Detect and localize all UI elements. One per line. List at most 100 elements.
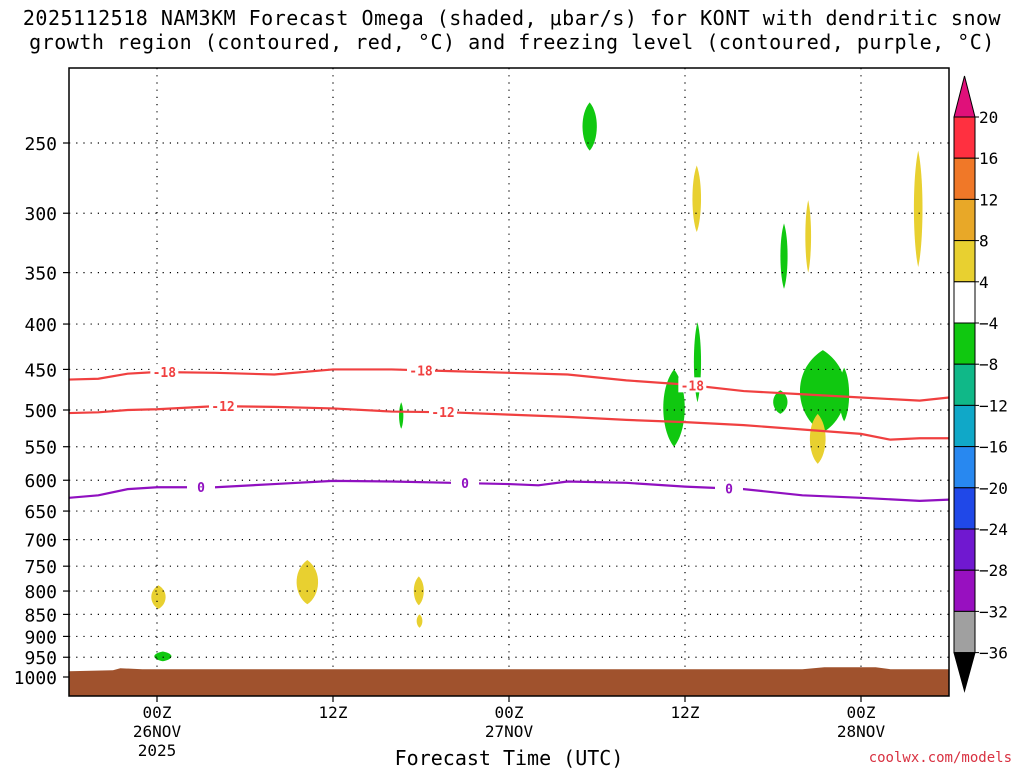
y-tick-label-800: 800 bbox=[24, 582, 57, 603]
x-tick-label: 12Z bbox=[671, 703, 700, 722]
colorbar-label: −4 bbox=[979, 314, 998, 333]
contour-label-bg bbox=[407, 362, 435, 378]
omega-region-12 bbox=[913, 150, 923, 268]
x-tick-label: 12Z bbox=[319, 703, 348, 722]
omega-region-4 bbox=[773, 390, 788, 414]
omega-region-16 bbox=[151, 585, 166, 609]
contour-label--18: -18 bbox=[409, 364, 433, 379]
colorbar-label: −24 bbox=[979, 520, 1008, 539]
colorbar-label: −16 bbox=[979, 438, 1008, 457]
colorbar-label: −20 bbox=[979, 479, 1008, 498]
contour-label-bg bbox=[429, 404, 457, 420]
y-tick-label-500: 500 bbox=[24, 401, 57, 422]
grid-lines bbox=[69, 68, 949, 670]
y-tick-label-550: 550 bbox=[24, 438, 57, 459]
contour-label-bg bbox=[715, 480, 743, 496]
y-tick-label-850: 850 bbox=[24, 605, 57, 626]
colorbar-label: 4 bbox=[979, 273, 989, 292]
colorbar-top-arrow bbox=[953, 75, 976, 118]
omega-region-7 bbox=[839, 367, 850, 422]
contour-label--18: -18 bbox=[153, 366, 177, 381]
y-axis-ticks: 2503003504004505005506006507007508008509… bbox=[14, 134, 69, 689]
terrain-fill bbox=[69, 667, 949, 696]
colorbar-label: −28 bbox=[979, 561, 1008, 580]
colorbar-label: −12 bbox=[979, 396, 1008, 415]
colorbar-swatch-12 bbox=[953, 610, 976, 654]
contour-label-bg bbox=[150, 364, 179, 380]
y-tick-label-450: 450 bbox=[24, 360, 57, 381]
contour-line--12 bbox=[68, 405, 949, 441]
colorbar-swatch-2 bbox=[953, 198, 976, 242]
colorbar-swatch-9 bbox=[953, 487, 976, 530]
colorbar-swatch-5 bbox=[953, 322, 976, 365]
omega-region-5 bbox=[780, 223, 788, 289]
x-tick-label: 00Z bbox=[847, 703, 876, 722]
y-tick-label-600: 600 bbox=[24, 471, 57, 492]
colorbar-swatch-10 bbox=[953, 528, 976, 571]
contour-label--18: -18 bbox=[681, 379, 705, 394]
contour-label-bg bbox=[209, 398, 237, 414]
colorbar-swatch-11 bbox=[953, 569, 976, 612]
y-tick-label-1000: 1000 bbox=[14, 668, 57, 689]
colorbar-label: −8 bbox=[979, 355, 998, 374]
omega-region-8 bbox=[154, 651, 172, 662]
x-axis-label: Forecast Time (UTC) bbox=[395, 746, 624, 768]
colorbar-label: 16 bbox=[979, 149, 998, 168]
x-tick-label: 28NOV bbox=[837, 722, 886, 741]
y-tick-label-750: 750 bbox=[24, 557, 57, 578]
contour-label-bg bbox=[451, 475, 479, 491]
omega-region-6 bbox=[799, 350, 846, 433]
x-tick-label: 26NOV bbox=[133, 722, 182, 741]
colorbar-swatch-0 bbox=[953, 116, 976, 159]
contour-lines: -18 -18 -18 -12 -12 0 0 0 bbox=[68, 362, 950, 502]
y-tick-label-300: 300 bbox=[24, 204, 57, 225]
colorbar-swatch-1 bbox=[953, 157, 976, 200]
x-tick-label: 2025 bbox=[138, 741, 177, 760]
omega-region-0 bbox=[582, 102, 597, 151]
y-tick-label-400: 400 bbox=[24, 315, 57, 336]
y-tick-label-350: 350 bbox=[24, 264, 57, 285]
contour-label-0: 0 bbox=[725, 482, 733, 497]
contour-label-bg bbox=[187, 479, 215, 495]
omega-region-11 bbox=[809, 413, 826, 464]
contour-label-bg bbox=[678, 377, 707, 393]
y-tick-label-700: 700 bbox=[24, 531, 57, 552]
omega-region-9 bbox=[692, 165, 702, 233]
omega-region-1 bbox=[399, 402, 404, 429]
omega-region-10 bbox=[805, 200, 812, 273]
colorbar-swatch-7 bbox=[953, 404, 976, 448]
y-tick-label-950: 950 bbox=[24, 648, 57, 669]
chart-title-line1: 2025112518 NAM3KM Forecast Omega (shaded… bbox=[22, 6, 1002, 30]
colorbar-swatch-4 bbox=[953, 281, 976, 324]
colorbar-swatch-3 bbox=[953, 240, 976, 283]
contour-line-0 bbox=[68, 479, 950, 502]
omega-region-14 bbox=[413, 576, 424, 606]
contour-label-0: 0 bbox=[461, 477, 469, 492]
omega-shading bbox=[151, 102, 923, 662]
chart-title: 2025112518 NAM3KM Forecast Omega (shaded… bbox=[0, 6, 1024, 54]
colorbar-label: −32 bbox=[979, 602, 1008, 621]
contour-label-0: 0 bbox=[197, 481, 205, 496]
colorbar-label: 8 bbox=[979, 232, 989, 251]
colorbar-label: 12 bbox=[979, 190, 998, 209]
y-tick-label-900: 900 bbox=[24, 627, 57, 648]
x-tick-label: 00Z bbox=[495, 703, 524, 722]
colorbar-bottom-arrow bbox=[953, 652, 976, 693]
omega-region-13 bbox=[296, 559, 319, 605]
x-tick-label: 27NOV bbox=[485, 722, 534, 741]
colorbar-label: −36 bbox=[979, 644, 1008, 663]
x-tick-label: 00Z bbox=[143, 703, 172, 722]
chart-title-line2: growth region (contoured, red, °C) and f… bbox=[29, 30, 995, 54]
contour-label--12: -12 bbox=[211, 400, 234, 415]
colorbar: 20 16 12 8 4 −4 −8 −12 −16 −20 −24 −28 −32 −36 bbox=[953, 75, 1008, 693]
contour-label--12: -12 bbox=[431, 406, 454, 421]
terrain-layer bbox=[69, 667, 949, 696]
colorbar-swatch-6 bbox=[953, 363, 976, 406]
credit-text: coolwx.com/models bbox=[868, 750, 1012, 766]
colorbar-swatch-8 bbox=[953, 446, 976, 489]
colorbar-label: 20 bbox=[979, 108, 998, 127]
y-tick-label-650: 650 bbox=[24, 502, 57, 523]
y-tick-label-250: 250 bbox=[24, 134, 57, 155]
